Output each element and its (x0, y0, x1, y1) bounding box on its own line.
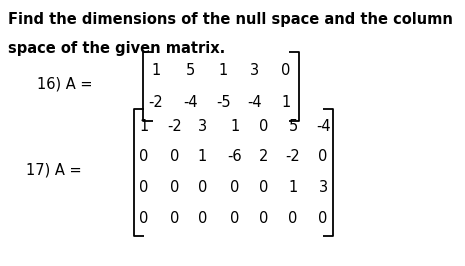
Text: 0: 0 (230, 180, 239, 195)
Text: 0: 0 (170, 180, 179, 195)
Text: -6: -6 (227, 149, 242, 164)
Text: -4: -4 (183, 95, 198, 110)
Text: Find the dimensions of the null space and the column: Find the dimensions of the null space an… (8, 12, 453, 27)
Text: 1: 1 (198, 149, 207, 164)
Text: 0: 0 (198, 180, 207, 195)
Text: -4: -4 (316, 119, 331, 134)
Text: 0: 0 (170, 149, 179, 164)
Text: -2: -2 (167, 119, 182, 134)
Text: 0: 0 (140, 180, 149, 195)
Text: 5: 5 (288, 119, 298, 134)
Text: 0: 0 (281, 63, 291, 78)
Text: 3: 3 (198, 119, 207, 134)
Text: 1: 1 (140, 119, 149, 134)
Text: 1: 1 (151, 63, 160, 78)
Text: 0: 0 (319, 149, 328, 164)
Text: 0: 0 (198, 211, 207, 226)
Text: 17) A =: 17) A = (26, 163, 81, 178)
Text: 0: 0 (259, 211, 268, 226)
Text: 0: 0 (140, 149, 149, 164)
Text: 3: 3 (250, 63, 259, 78)
Text: 1: 1 (281, 95, 291, 110)
Text: 5: 5 (186, 63, 195, 78)
Text: 3: 3 (319, 180, 328, 195)
Text: 1: 1 (230, 119, 239, 134)
Text: 0: 0 (140, 211, 149, 226)
Text: 0: 0 (230, 211, 239, 226)
Text: -2: -2 (286, 149, 300, 164)
Text: space of the given matrix.: space of the given matrix. (8, 41, 226, 56)
Text: 16) A =: 16) A = (37, 76, 93, 91)
Text: 2: 2 (259, 149, 268, 164)
Text: -2: -2 (148, 95, 163, 110)
Text: 0: 0 (259, 180, 268, 195)
Text: 0: 0 (259, 119, 268, 134)
Text: 0: 0 (288, 211, 298, 226)
Text: 1: 1 (219, 63, 228, 78)
Text: -4: -4 (247, 95, 262, 110)
Text: -5: -5 (216, 95, 231, 110)
Text: 0: 0 (319, 211, 328, 226)
Text: 0: 0 (170, 211, 179, 226)
Text: 1: 1 (288, 180, 298, 195)
